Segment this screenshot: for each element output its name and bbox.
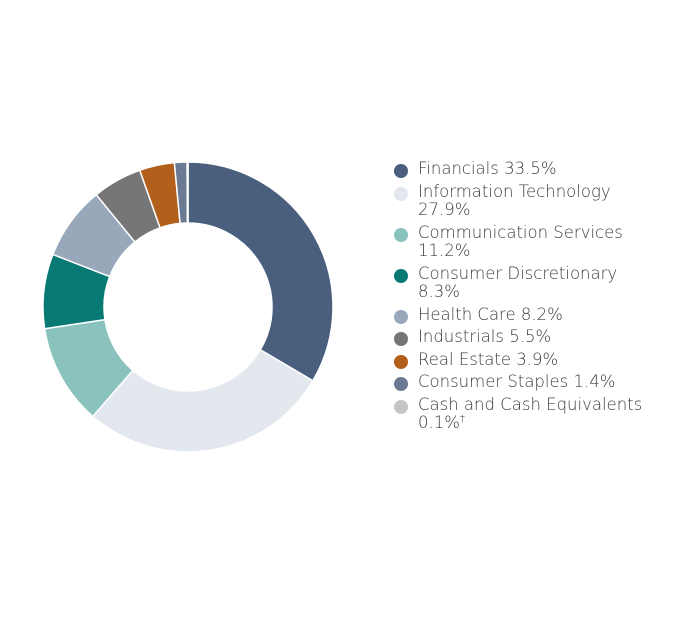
- legend-label: Health Care 8.2%: [418, 304, 664, 325]
- legend-label: Consumer Discretionary 8.3%: [418, 263, 664, 302]
- legend-category: Cash and Cash Equivalents: [418, 394, 643, 414]
- legend-label: Information Technology 27.9%: [418, 181, 664, 220]
- legend-value: 1.4%: [573, 372, 616, 391]
- legend-value: 33.5%: [504, 159, 557, 178]
- legend-item: Cash and Cash Equivalents 0.1%†: [394, 394, 664, 433]
- slice-financials: [187, 161, 334, 382]
- legend-label: Cash and Cash Equivalents 0.1%†: [418, 394, 664, 433]
- slice-information-technology: [91, 348, 314, 453]
- legend-category: Consumer Discretionary: [418, 263, 618, 283]
- legend-label: Real Estate 3.9%: [418, 349, 664, 370]
- legend-swatch: [394, 268, 408, 283]
- legend-category: Health Care: [418, 304, 516, 324]
- legend-category: Information Technology: [418, 181, 611, 201]
- legend-swatch: [394, 186, 408, 201]
- legend-label: Financials 33.5%: [418, 159, 664, 179]
- legend-swatch: [394, 332, 408, 346]
- legend-footnote-marker: †: [459, 413, 465, 425]
- legend-item: Consumer Staples 1.4%: [394, 372, 664, 392]
- legend-swatch: [394, 399, 408, 414]
- legend-label: Industrials 5.5%: [418, 327, 664, 347]
- legend-swatch: [394, 354, 408, 369]
- legend-item: Industrials 5.5%: [394, 327, 664, 347]
- legend-value: 3.9%: [516, 349, 559, 369]
- legend-value: 8.3%: [418, 282, 460, 301]
- legend-swatch: [394, 227, 408, 242]
- legend-label: Communication Services 11.2%: [418, 222, 664, 261]
- legend-swatch: [394, 309, 408, 324]
- chart-legend: Financials 33.5% Information Technology 2…: [394, 159, 664, 437]
- legend-item: Information Technology 27.9%: [394, 181, 664, 220]
- legend-category: Industrials: [418, 327, 504, 346]
- legend-swatch: [394, 164, 408, 178]
- legend-item: Consumer Discretionary 8.3%: [394, 263, 664, 302]
- legend-value: 0.1%: [418, 413, 460, 432]
- legend-category: Consumer Staples: [418, 372, 569, 391]
- legend-item: Communication Services 11.2%: [394, 222, 664, 261]
- legend-category: Real Estate: [418, 349, 512, 369]
- legend-category: Financials: [418, 159, 499, 178]
- legend-swatch: [394, 377, 408, 391]
- legend-value: 8.2%: [520, 304, 563, 324]
- legend-item: Real Estate 3.9%: [394, 349, 664, 370]
- legend-value: 27.9%: [418, 200, 471, 219]
- legend-item: Financials 33.5%: [394, 159, 664, 179]
- legend-item: Health Care 8.2%: [394, 304, 664, 325]
- legend-label: Consumer Staples 1.4%: [418, 372, 664, 392]
- slice-cash-and-cash-equivalents: [186, 161, 189, 224]
- legend-value: 11.2%: [418, 241, 471, 260]
- legend-category: Communication Services: [418, 222, 623, 242]
- legend-value: 5.5%: [509, 327, 552, 346]
